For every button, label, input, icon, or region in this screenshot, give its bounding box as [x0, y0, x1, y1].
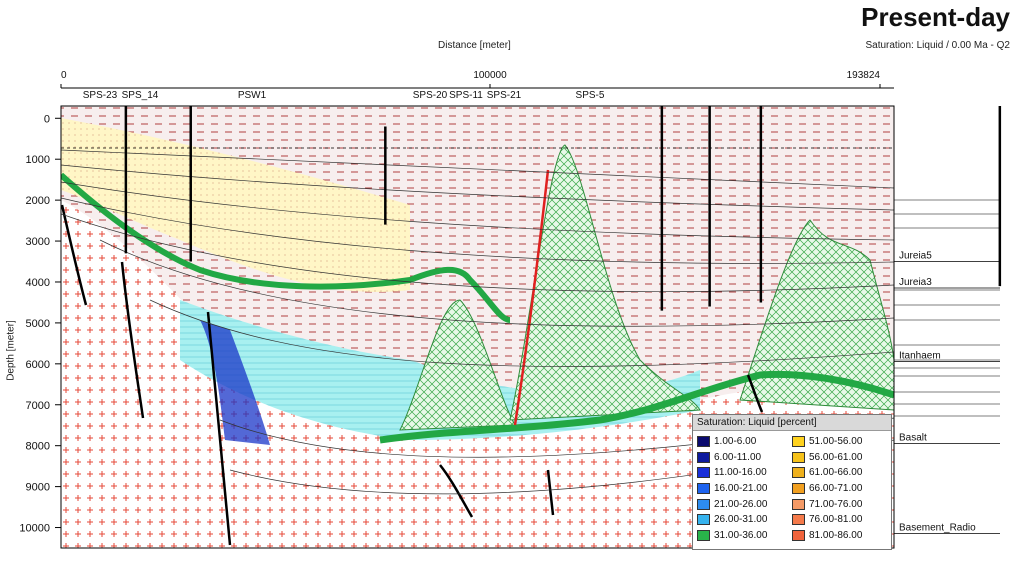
fault-1: [61, 204, 88, 306]
legend-item: 11.00-16.00: [697, 465, 792, 481]
legend-label: 16.00-21.00: [714, 483, 768, 495]
legend-title: Saturation: Liquid [percent]: [693, 415, 891, 431]
legend-label: 1.00-6.00: [714, 436, 757, 448]
well-label: SPS-11: [449, 90, 483, 101]
legend-label: 11.00-16.00: [714, 467, 767, 479]
legend-item: 56.00-61.00: [792, 450, 887, 466]
horizon-label: Jureia3: [899, 277, 932, 288]
y-tick-label: 7000: [26, 400, 50, 412]
legend-swatch: [697, 483, 710, 495]
horizon-labels: Jureia5 Jureia3 Itanhaem Basalt Basement_Rad…: [894, 199, 1000, 534]
legend-item: 1.00-6.00: [697, 434, 792, 450]
legend-swatch: [697, 514, 710, 526]
legend-swatch: [792, 483, 805, 495]
legend-swatch: [697, 436, 710, 448]
y-tick-label: 1000: [26, 154, 50, 166]
legend: Saturation: Liquid [percent] 1.00-6.00 6.…: [692, 414, 892, 550]
subtitle: Saturation: Liquid / 0.00 Ma - Q2: [865, 40, 1010, 51]
legend-swatch: [792, 514, 805, 526]
horizon-label: Basalt: [899, 433, 927, 444]
salt-diapir-1: [399, 299, 516, 431]
legend-swatch: [792, 498, 805, 510]
fault-6: [746, 374, 764, 413]
y-ticks: 0 1000 2000 3000 4000 5000 6000 7000 8000 9000 100…: [19, 113, 61, 535]
legend-item: 6.00-11.00: [697, 450, 792, 466]
y-tick-label: 6000: [26, 359, 50, 371]
legend-label: 51.00-56.00: [809, 436, 863, 448]
legend-label: 6.00-11.00: [714, 451, 762, 463]
legend-item: 81.00-86.00: [792, 528, 887, 544]
legend-label: 31.00-36.00: [714, 529, 768, 541]
well-label: SPS-5: [576, 90, 605, 101]
legend-label: 61.00-66.00: [809, 467, 863, 479]
legend-swatch: [792, 451, 805, 463]
basement-layer: [61, 200, 894, 548]
legend-swatch: [792, 467, 805, 479]
legend-item: 66.00-71.00: [792, 481, 887, 497]
y-tick-label: 8000: [26, 441, 50, 453]
legend-swatch: [697, 498, 710, 510]
legend-swatch: [792, 436, 805, 448]
legend-item: 51.00-56.00: [792, 434, 887, 450]
fault-5: [546, 469, 555, 516]
saturation-band-lower: [379, 370, 894, 444]
y-tick-label: 9000: [26, 482, 50, 494]
y-tick-label: 10000: [19, 523, 50, 535]
legend-swatch: [697, 529, 710, 541]
x-tick-label: 193824: [847, 70, 881, 81]
legend-label: 21.00-26.00: [714, 498, 768, 510]
y-tick-label: 4000: [26, 277, 50, 289]
y-tick-label: 0: [44, 113, 50, 125]
low-saturation-zone: [200, 320, 270, 445]
saturation-band: [61, 172, 511, 323]
well-label: SPS-20: [413, 90, 448, 101]
salt-diapir-3: [739, 219, 894, 411]
y-tick-label: 5000: [26, 318, 50, 330]
well-label: SPS_14: [122, 90, 159, 101]
x-axis-label: Distance [meter]: [438, 40, 511, 51]
faults: [61, 204, 764, 546]
legend-swatch: [792, 529, 805, 541]
legend-label: 71.00-76.00: [809, 498, 863, 510]
legend-label: 56.00-61.00: [809, 451, 863, 463]
legend-label: 66.00-71.00: [809, 483, 863, 495]
well-label: PSW1: [238, 90, 267, 101]
sand-layer: [61, 118, 410, 292]
legend-item: 21.00-26.00: [697, 496, 792, 512]
y-tick-label: 3000: [26, 236, 50, 248]
legend-label: 81.00-86.00: [809, 529, 863, 541]
fault-red: [513, 169, 550, 426]
fault-4: [439, 464, 474, 518]
legend-swatch: [697, 451, 710, 463]
fault-2: [120, 261, 145, 419]
horizon-label: Jureia5: [899, 250, 932, 261]
horizon-label: Basement_Radio: [899, 523, 976, 534]
page-title: Present-day: [861, 2, 1010, 32]
legend-item: 61.00-66.00: [792, 465, 887, 481]
fault-3: [206, 311, 232, 546]
well-label: SPS-21: [487, 90, 522, 101]
well-label: SPS-23: [83, 90, 118, 101]
x-tick-label: 0: [61, 70, 67, 81]
legend-item: 71.00-76.00: [792, 496, 887, 512]
legend-label: 76.00-81.00: [809, 514, 863, 526]
y-tick-label: 2000: [26, 195, 50, 207]
legend-item: 76.00-81.00: [792, 512, 887, 528]
x-ticks: 0 100000 193824: [60, 70, 881, 88]
legend-column-left: 1.00-6.00 6.00-11.00 11.00-16.00 16.00-21.0…: [697, 434, 792, 543]
horizon-label: Itanhaem: [899, 351, 941, 362]
legend-column-right: 51.00-56.00 56.00-61.00 61.00-66.00 66.00-7…: [792, 434, 887, 543]
legend-label: 26.00-31.00: [714, 514, 768, 526]
x-tick-label: 100000: [473, 70, 507, 81]
legend-item: 16.00-21.00: [697, 481, 792, 497]
wells: SPS-23 SPS_14 PSW1 SPS-20 SPS-11 SPS-21 SPS-5: [83, 90, 1002, 311]
legend-swatch: [697, 467, 710, 479]
legend-item: 26.00-31.00: [697, 512, 792, 528]
legend-item: 31.00-36.00: [697, 528, 792, 544]
